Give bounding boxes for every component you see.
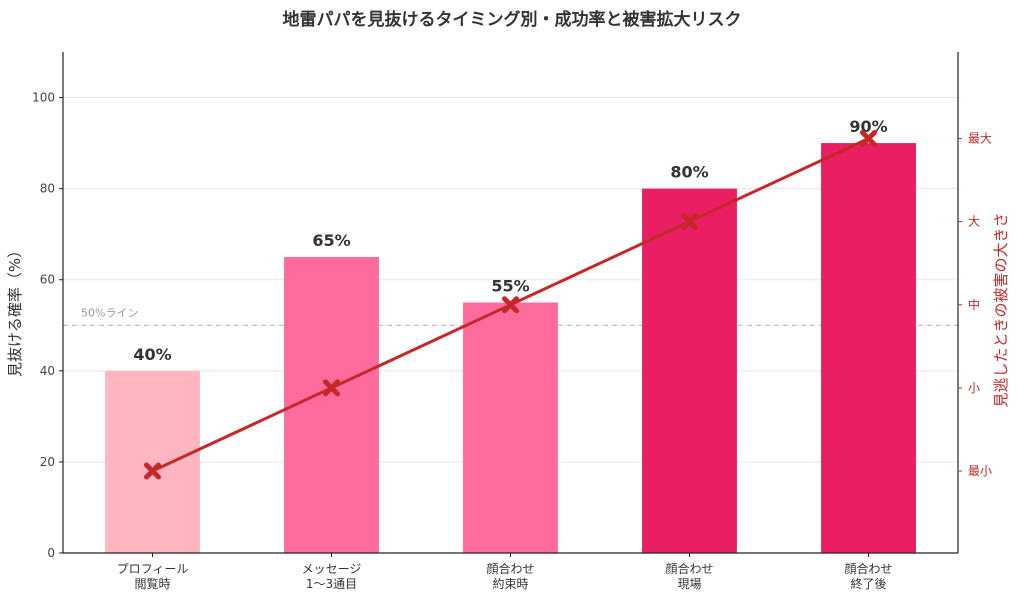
risk-point xyxy=(502,296,519,314)
bar xyxy=(821,143,916,553)
y-tick-label: 80 xyxy=(40,182,55,196)
y-tick-label: 100 xyxy=(32,91,55,105)
x-tick-label: 顔合わせ xyxy=(486,561,534,576)
x-tick-label: 顔合わせ xyxy=(844,561,892,576)
x-tick-label: メッセージ xyxy=(302,562,362,576)
y-axis-label: 見抜ける確率（%） xyxy=(6,243,24,377)
x-tick-label: 顔合わせ xyxy=(665,561,713,576)
bar-value-label: 40% xyxy=(133,345,171,364)
bar-value-label: 55% xyxy=(491,277,529,296)
x-tick-label: 閲覧時 xyxy=(134,577,170,591)
chart-title: 地雷パパを見抜けるタイミング別・成功率と被害拡大リスク xyxy=(283,9,742,30)
x-tick-label: 1〜3通目 xyxy=(306,577,357,591)
y2-axis-label: 見逃したときの被害の大きさ xyxy=(992,212,1010,407)
y-tick-label: 60 xyxy=(40,273,55,287)
bar-labels: 40% 65% 55% 80% 90% xyxy=(133,117,887,364)
y-tick-label: 40 xyxy=(40,364,55,378)
risk-point xyxy=(681,213,698,231)
y2-tick-label: 中 xyxy=(968,297,980,312)
risk-point xyxy=(860,130,877,148)
risk-point xyxy=(323,379,340,397)
risk-line-group xyxy=(144,130,877,480)
y2-tick-label: 最小 xyxy=(968,464,992,478)
x-tick-label: 現場 xyxy=(677,577,701,591)
y2-tick-label: 小 xyxy=(968,381,980,395)
x-tick-label: プロフィール xyxy=(117,562,189,576)
bar xyxy=(642,188,737,554)
y2-tick-label: 大 xyxy=(968,215,980,229)
bar-value-label: 65% xyxy=(312,231,350,250)
bars xyxy=(105,143,916,554)
reference-line-group: 50%ライン xyxy=(63,306,958,326)
bar-value-label: 80% xyxy=(670,163,708,182)
y2-tick-label: 最大 xyxy=(968,132,992,146)
bar xyxy=(463,302,558,553)
risk-point xyxy=(144,462,161,480)
left-ticks: 0 20 40 60 80 100 xyxy=(32,91,63,560)
y-tick-label: 20 xyxy=(40,455,55,469)
x-tick-label: 終了後 xyxy=(850,576,886,591)
bar-value-label: 90% xyxy=(849,117,887,136)
bar xyxy=(105,370,200,553)
bar xyxy=(284,256,379,553)
y-tick-label: 0 xyxy=(47,546,55,560)
reference-line-label: 50%ライン xyxy=(81,306,138,319)
x-tick-label: 約束時 xyxy=(492,576,528,591)
